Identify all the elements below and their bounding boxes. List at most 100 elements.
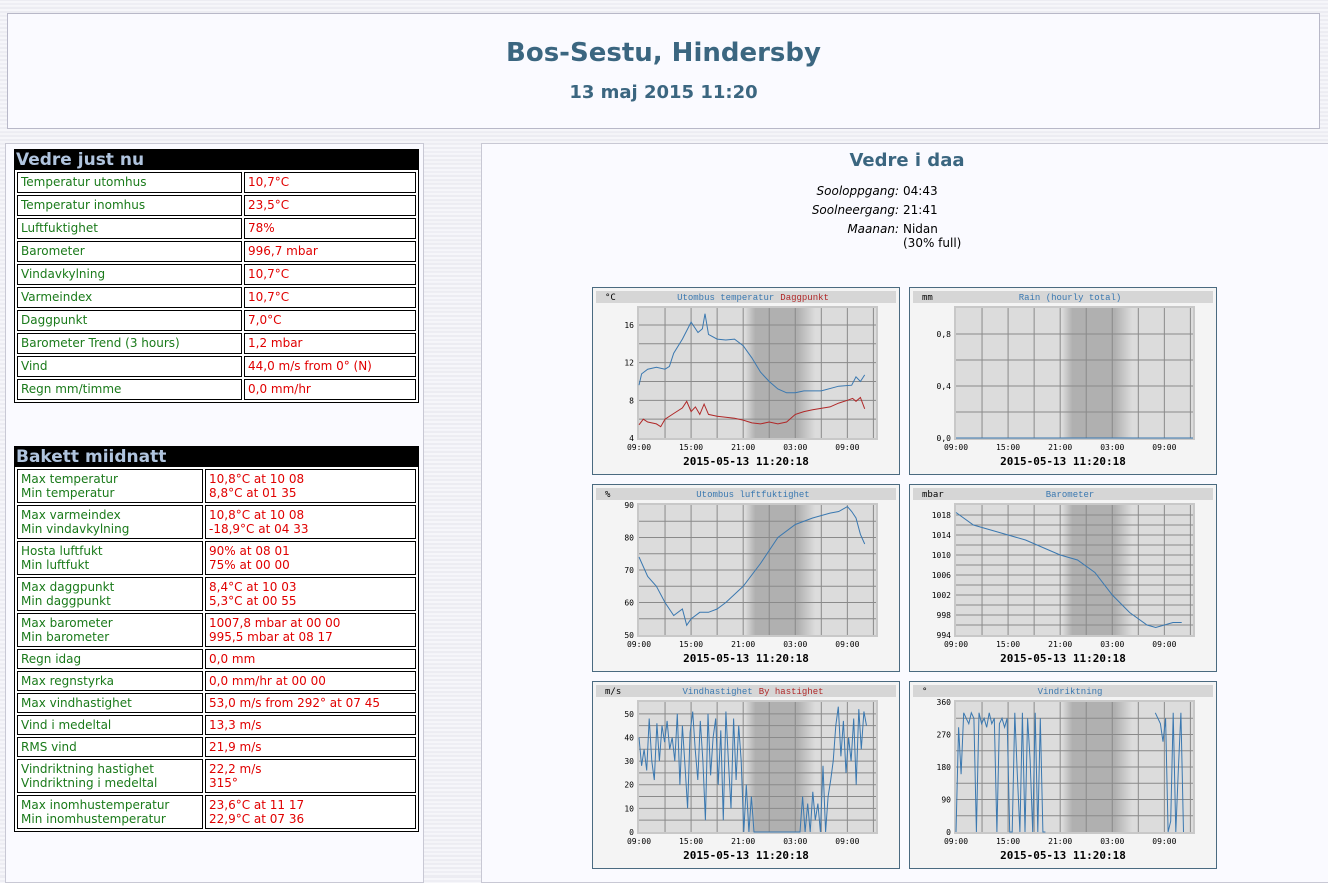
y-tick-label: 50 [624, 631, 634, 640]
label-text: Barometer [21, 244, 85, 258]
x-tick-label: 15:00 [679, 837, 703, 846]
chart-unit: mm [922, 293, 933, 303]
chart-title-part: Rain (hourly total) [1019, 293, 1122, 303]
chart-unit: m/s [605, 687, 621, 697]
moon-phase: Nidan [903, 222, 938, 236]
current-conditions-title: Vedre just nu [14, 149, 419, 170]
chart-unit: ° [922, 687, 927, 697]
table-row: Regn mm/timme 0,0 mm/hr [17, 379, 416, 400]
series-line [955, 512, 1182, 629]
row-label: RMS vind [17, 737, 203, 757]
y-tick-label: 40 [624, 733, 634, 742]
chart-title: Utombus luftfuktighet [696, 490, 809, 500]
y-tick-label: 1006 [932, 571, 951, 580]
row-value: 996,7 mbar [244, 241, 416, 262]
y-tick-label: 80 [624, 534, 634, 543]
row-label: Temperatur inomhus [17, 195, 242, 216]
row-value: 44,0 m/s from 0° (N) [244, 356, 416, 377]
label-text: Min temperatur [21, 486, 115, 500]
row-label: Max regnstyrka [17, 671, 203, 691]
x-tick-label: 09:00 [1152, 640, 1176, 649]
value-text: 23,6°C at 11 17 [209, 798, 305, 812]
value-text: 8,4°C at 10 03 [209, 580, 297, 594]
x-tick-label: 09:00 [944, 837, 968, 846]
x-tick-label: 09:00 [627, 443, 651, 452]
row-label: Regn mm/timme [17, 379, 242, 400]
row-value: 21,9 m/s [205, 737, 416, 757]
chart-timestamp: 2015-05-13 11:20:18 [683, 849, 809, 862]
value-text: 1007,8 mbar at 00 00 [209, 616, 341, 630]
sunrise-value: 04:43 [903, 184, 938, 198]
table-row: Max vindhastighet 53,0 m/s from 292° at 0… [17, 693, 416, 713]
row-label: Temperatur utomhus [17, 172, 242, 193]
row-value: 8,4°C at 10 03 5,3°C at 00 55 [205, 577, 416, 611]
y-tick-label: 360 [937, 698, 952, 707]
row-value: 10,8°C at 10 08 -18,9°C at 04 33 [205, 505, 416, 539]
row-label: Daggpunkt [17, 310, 242, 331]
x-tick-label: 03:00 [783, 837, 807, 846]
y-tick-label: 270 [937, 731, 952, 740]
chart-title-part: Daggpunkt [780, 293, 829, 303]
chart-title-part: Vindhastighet [682, 687, 752, 697]
row-value: 90% at 08 01 75% at 00 00 [205, 541, 416, 575]
x-tick-label: 15:00 [996, 640, 1020, 649]
chart-title: Utombus temperatur Daggpunkt [677, 293, 829, 303]
x-tick-label: 09:00 [944, 640, 968, 649]
table-row: Regn idag 0,0 mm [17, 649, 416, 669]
row-value: 78% [244, 218, 416, 239]
current-conditions-table: Temperatur utomhus 10,7°C Temperatur inomh… [14, 170, 419, 403]
row-label: Vindavkylning [17, 264, 242, 285]
series-line [1154, 712, 1184, 833]
x-tick-label: 03:00 [1100, 640, 1124, 649]
moon-label: Maanan: [847, 222, 899, 236]
value-text: 0,0 mm/hr [248, 382, 311, 396]
chart-title-bar [596, 685, 896, 697]
label-text: Varmeindex [21, 290, 93, 304]
chart-title-part: Utombus temperatur [677, 293, 774, 303]
chart-timestamp: 2015-05-13 11:20:18 [683, 652, 809, 665]
label-text: Max vindhastighet [21, 696, 132, 710]
label-text: Hosta luftfukt [21, 544, 103, 558]
night-shading [1061, 505, 1133, 635]
chart-timestamp: 2015-05-13 11:20:18 [1000, 652, 1126, 665]
chart-timestamp: 2015-05-13 11:20:18 [683, 455, 809, 468]
night-shading [1061, 308, 1133, 438]
x-tick-label: 21:00 [731, 640, 755, 649]
label-text: Regn idag [21, 652, 82, 666]
row-label: Max temperatur Min temperatur [17, 469, 203, 503]
y-tick-label: 50 [624, 710, 634, 719]
current-datetime: 13 maj 2015 11:20 [569, 82, 758, 103]
table-row: Vind i medeltal 13,3 m/s [17, 715, 416, 735]
x-tick-label: 09:00 [835, 837, 859, 846]
row-value: 0,0 mm/hr [244, 379, 416, 400]
night-shading [744, 702, 816, 832]
label-text: Vindavkylning [21, 267, 106, 281]
value-text: 90% at 08 01 [209, 544, 290, 558]
y-tick-label: 0,0 [937, 434, 952, 443]
table-row: Max varmeindex Min vindavkylning 10,8°C at… [17, 505, 416, 539]
row-label: Max varmeindex Min vindavkylning [17, 505, 203, 539]
row-label: Max inomhustemperatur Min inomhustemperat… [17, 795, 203, 829]
x-tick-label: 03:00 [1100, 837, 1124, 846]
value-text: 75% at 00 00 [209, 558, 290, 572]
chart-rain: mm Rain (hourly total) 0,0 0,4 0,8 09:00 15:00… [909, 287, 1217, 475]
table-row: Barometer Trend (3 hours) 1,2 mbar [17, 333, 416, 354]
label-text: Barometer Trend (3 hours) [21, 336, 180, 350]
y-tick-label: 60 [624, 599, 634, 608]
value-text: 10,8°C at 10 08 [209, 508, 305, 522]
label-text: Temperatur utomhus [21, 175, 147, 189]
value-text: 10,8°C at 10 08 [209, 472, 305, 486]
table-row: Max temperatur Min temperatur 10,8°C at 10… [17, 469, 416, 503]
since-midnight: Bakett miidnatt Max temperatur Min temper… [14, 446, 419, 832]
label-text: Min inomhustemperatur [21, 812, 166, 826]
x-tick-label: 21:00 [1048, 640, 1072, 649]
value-text: 53,0 m/s from 292° at 07 45 [209, 696, 381, 710]
row-label: Hosta luftfukt Min luftfukt [17, 541, 203, 575]
row-value: 0,0 mm [205, 649, 416, 669]
table-row: Max barometer Min barometer 1007,8 mbar at… [17, 613, 416, 647]
x-tick-label: 03:00 [783, 640, 807, 649]
series-line [638, 313, 866, 394]
chart-title-part: Barometer [1046, 490, 1095, 500]
label-text: Max varmeindex [21, 508, 121, 522]
series-line [638, 396, 866, 428]
